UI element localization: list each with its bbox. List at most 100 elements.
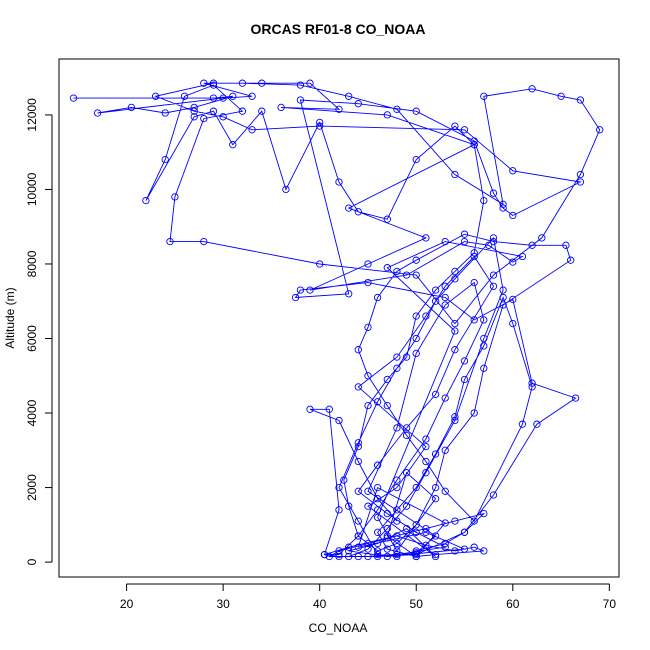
data-point bbox=[340, 476, 348, 484]
y-tick-label: 2000 bbox=[25, 474, 39, 501]
data-point bbox=[306, 405, 314, 413]
data-point bbox=[470, 249, 478, 257]
data-point bbox=[364, 372, 372, 380]
x-axis: 20 30 40 50 60 70 bbox=[120, 583, 616, 611]
data-point bbox=[373, 528, 382, 536]
data-point bbox=[248, 92, 256, 100]
data-point bbox=[161, 109, 169, 117]
data-point bbox=[451, 416, 459, 425]
data-point bbox=[402, 353, 411, 361]
data-point bbox=[431, 532, 440, 540]
data-point bbox=[489, 237, 498, 246]
data-point bbox=[576, 170, 585, 179]
x-tick-label: 20 bbox=[120, 597, 134, 611]
data-point bbox=[383, 264, 391, 272]
data-point bbox=[422, 541, 430, 549]
data-point bbox=[489, 189, 498, 197]
data-point bbox=[480, 196, 488, 205]
data-point bbox=[402, 271, 411, 279]
data-point bbox=[451, 547, 459, 555]
data-point bbox=[316, 118, 324, 127]
data-point bbox=[248, 126, 256, 134]
data-point bbox=[470, 278, 478, 287]
data-layer bbox=[69, 79, 604, 561]
data-point bbox=[335, 483, 343, 492]
data-point bbox=[200, 114, 208, 123]
data-point bbox=[383, 545, 391, 553]
data-point bbox=[451, 275, 459, 283]
data-point bbox=[431, 450, 440, 458]
data-point bbox=[258, 107, 266, 115]
data-point bbox=[277, 103, 285, 112]
data-point bbox=[345, 502, 353, 510]
data-point bbox=[528, 85, 536, 93]
data-point bbox=[489, 282, 498, 290]
chart-title: ORCAS RF01-8 CO_NOAA bbox=[250, 21, 425, 37]
data-point bbox=[412, 550, 420, 559]
data-point bbox=[373, 293, 382, 302]
data-point bbox=[383, 111, 391, 119]
data-point bbox=[412, 528, 420, 536]
y-axis: 0 2000 4000 6000 8000 10000 12000 bbox=[25, 98, 53, 565]
data-point bbox=[441, 539, 449, 548]
data-point bbox=[431, 483, 440, 492]
data-point bbox=[161, 155, 169, 164]
data-point bbox=[364, 502, 372, 510]
data-point bbox=[489, 271, 498, 279]
data-point bbox=[364, 487, 372, 495]
data-point bbox=[402, 431, 411, 440]
data-point bbox=[69, 94, 78, 102]
data-point bbox=[364, 260, 372, 268]
data-point bbox=[509, 167, 517, 175]
data-point bbox=[422, 524, 430, 533]
data-point bbox=[364, 401, 372, 410]
data-point bbox=[238, 107, 247, 115]
data-point bbox=[441, 293, 449, 302]
data-point bbox=[354, 383, 362, 391]
data-point bbox=[441, 487, 449, 495]
x-axis-label: CO_NOAA bbox=[309, 621, 368, 635]
data-point bbox=[393, 483, 401, 492]
data-point bbox=[431, 495, 440, 503]
data-point bbox=[229, 141, 237, 149]
data-point bbox=[412, 549, 420, 557]
data-point bbox=[383, 375, 391, 384]
data-point bbox=[402, 424, 411, 432]
data-point bbox=[354, 439, 362, 447]
data-point bbox=[576, 178, 585, 186]
data-point bbox=[383, 215, 391, 223]
y-tick-label: 6000 bbox=[25, 325, 39, 352]
data-point bbox=[528, 379, 536, 387]
data-point bbox=[509, 295, 517, 304]
data-point bbox=[480, 547, 488, 555]
data-point bbox=[451, 170, 459, 179]
data-point bbox=[373, 550, 382, 559]
data-point bbox=[470, 141, 478, 149]
y-tick-label: 4000 bbox=[25, 399, 39, 426]
data-point bbox=[393, 539, 401, 548]
data-point bbox=[422, 457, 430, 466]
data-point bbox=[422, 469, 430, 477]
data-point bbox=[325, 405, 333, 413]
data-point bbox=[354, 552, 362, 561]
data-point bbox=[470, 543, 478, 551]
data-point bbox=[576, 96, 585, 104]
data-point bbox=[209, 107, 218, 115]
data-point bbox=[335, 552, 343, 561]
data-point bbox=[393, 517, 401, 525]
data-point bbox=[567, 256, 575, 264]
data-point bbox=[489, 491, 498, 499]
data-point bbox=[393, 506, 401, 514]
data-point bbox=[470, 137, 478, 145]
data-point bbox=[451, 517, 459, 525]
data-point bbox=[219, 113, 227, 121]
data-point bbox=[441, 301, 449, 309]
data-point bbox=[316, 122, 324, 130]
data-point bbox=[373, 483, 382, 492]
data-point bbox=[528, 383, 536, 391]
data-point bbox=[441, 543, 449, 551]
data-point bbox=[412, 334, 420, 343]
data-point bbox=[460, 357, 469, 365]
data-point bbox=[451, 267, 459, 276]
